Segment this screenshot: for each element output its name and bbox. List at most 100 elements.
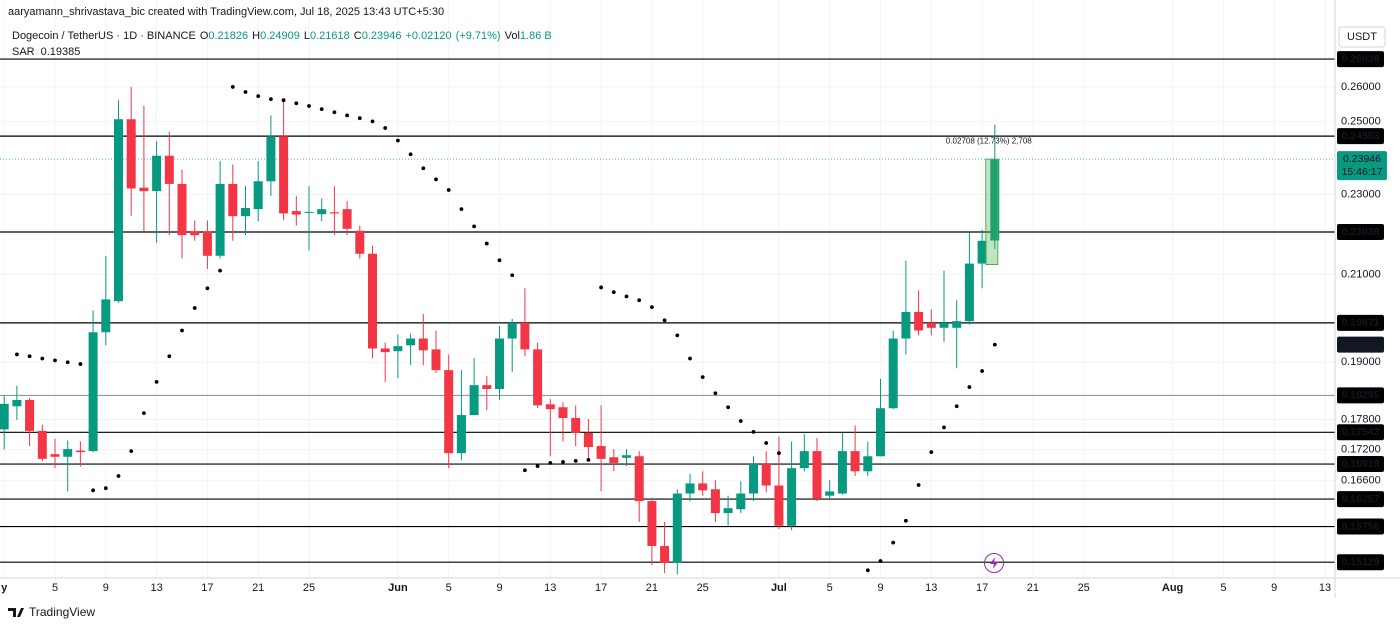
- sar-dot: [65, 360, 70, 365]
- x-tick-label: Jun: [388, 582, 408, 594]
- candle-body: [583, 432, 593, 448]
- sar-dot: [688, 356, 692, 361]
- sar-dot: [180, 328, 184, 333]
- level-label: 0.22039: [1342, 226, 1380, 238]
- candle-body: [241, 207, 250, 217]
- candle-body: [368, 253, 377, 349]
- sar-dot: [243, 90, 248, 94]
- candle-body: [749, 463, 758, 494]
- candle-body: [647, 501, 657, 547]
- candle-body: [660, 546, 670, 563]
- candle-body: [190, 231, 200, 236]
- sar-dot: [269, 97, 273, 102]
- sar-dot: [167, 354, 172, 359]
- candle-body: [228, 183, 238, 217]
- sar-dot: [256, 94, 261, 98]
- candle-body: [431, 349, 441, 371]
- sar-dot: [865, 568, 870, 573]
- candle-body: [88, 332, 98, 452]
- candle-body: [495, 338, 504, 389]
- sar-label-bg: [1337, 336, 1384, 353]
- candle-body: [0, 403, 9, 430]
- candle-body: [253, 181, 263, 210]
- sar-dot: [954, 404, 959, 409]
- candle-body: [520, 322, 530, 350]
- sar-dot: [599, 285, 603, 290]
- candle-body: [799, 451, 809, 469]
- x-tick-label: 17: [201, 582, 213, 594]
- candle-body: [698, 483, 708, 491]
- level-label: 0.16257: [1342, 493, 1380, 505]
- sar-dot: [205, 286, 210, 291]
- sar-dot: [942, 425, 946, 430]
- currency-box[interactable]: [1338, 26, 1386, 48]
- sar-dot: [764, 441, 769, 445]
- level-label-bg: [1337, 223, 1384, 240]
- candle-body: [571, 418, 581, 433]
- x-tick-label: 25: [697, 582, 709, 594]
- level-label-bg: [1337, 554, 1384, 571]
- countdown: 15:46:17: [1342, 166, 1383, 178]
- sar-dot: [484, 241, 489, 246]
- candle-body: [75, 450, 85, 453]
- candle-body: [545, 404, 555, 410]
- x-tick-label: 13: [1319, 582, 1331, 594]
- sar-dot: [535, 464, 540, 468]
- attribution: aaryamann_shrivastava_bic created with T…: [8, 6, 444, 18]
- candle-body: [177, 183, 187, 236]
- x-tick-label: 5: [446, 582, 452, 594]
- candle-body: [888, 338, 898, 409]
- sar-dot: [370, 119, 375, 124]
- candle-body: [202, 231, 212, 256]
- candle-body: [456, 415, 466, 454]
- level-label: 0.15756: [1342, 520, 1380, 532]
- candle-body: [761, 463, 771, 486]
- sar-dot: [218, 268, 223, 273]
- legend-key: O: [200, 30, 209, 42]
- event-icon[interactable]: [984, 553, 1004, 573]
- candle-body: [850, 451, 860, 472]
- level-label-bg: [1337, 128, 1384, 145]
- x-tick-label: 13: [925, 582, 937, 594]
- candle-body: [279, 136, 289, 214]
- legend-change-pct: (+9.71%): [456, 30, 501, 42]
- measure-label: 0.02708 (12.73%) 2,708: [946, 136, 1032, 145]
- candle-body: [482, 385, 492, 389]
- sar-dot: [624, 294, 629, 299]
- sar-dot: [573, 458, 578, 463]
- candle-body: [876, 408, 885, 457]
- legend-value: 0.23946: [362, 30, 402, 42]
- sar-dot: [230, 85, 235, 89]
- candle-body: [266, 136, 276, 182]
- y-tick-label: 0.19000: [1341, 356, 1381, 368]
- sar-dot: [929, 450, 934, 455]
- legend-change: +0.02120: [405, 30, 451, 42]
- y-tick-label: 0.16600: [1341, 475, 1381, 487]
- x-tick-label: 21: [252, 582, 264, 594]
- measure-box: [985, 158, 999, 265]
- candle-body: [139, 187, 149, 192]
- sar-dot: [472, 224, 476, 229]
- sar-dot: [15, 352, 19, 357]
- plot: [0, 58, 1335, 575]
- legend-volume: 1.86 B: [520, 30, 552, 42]
- x-tick-label: 17: [976, 582, 988, 594]
- sar-dot: [980, 369, 984, 373]
- candle-body: [901, 311, 911, 339]
- sar-dot: [40, 356, 45, 361]
- y-tick-label: 0.17200: [1341, 443, 1381, 455]
- legend-key: L: [304, 30, 310, 42]
- sar-dot: [878, 559, 883, 563]
- sar-dot: [916, 483, 921, 487]
- x-tick-label: 25: [303, 582, 315, 594]
- sar-dot: [421, 166, 426, 171]
- last-price-bg: [1337, 151, 1387, 181]
- currency[interactable]: USDT: [1347, 31, 1377, 43]
- indicator-name: SAR: [12, 46, 35, 58]
- sar-dot: [383, 126, 388, 130]
- candle-body: [863, 456, 873, 472]
- level-label: 0.16919: [1342, 458, 1380, 470]
- sar-dot: [777, 451, 781, 456]
- sar-dot: [53, 358, 57, 363]
- level-label: 0.17542: [1342, 426, 1380, 438]
